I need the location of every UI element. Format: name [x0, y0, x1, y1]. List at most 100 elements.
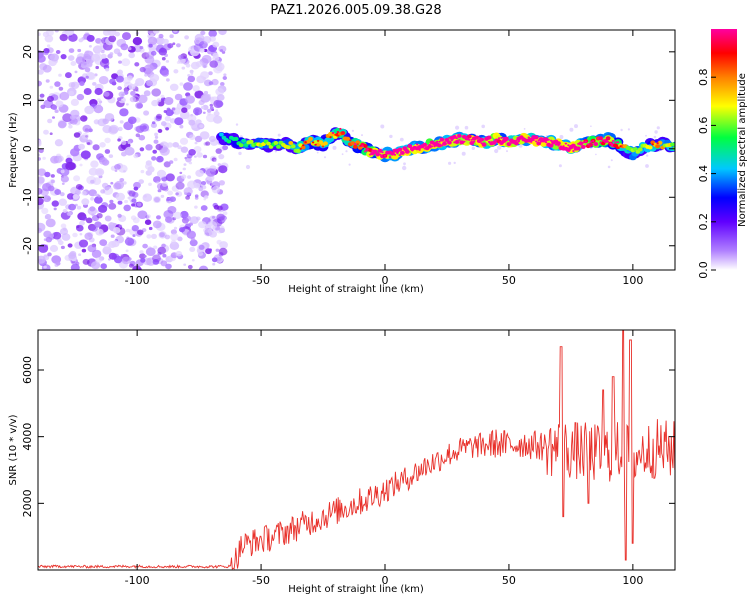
noise-blob [654, 130, 658, 134]
noise-blob [54, 81, 61, 87]
noise-blob [73, 132, 81, 138]
noise-blob [160, 194, 165, 198]
noise-blob [82, 258, 90, 265]
ridge-mark [396, 152, 399, 154]
noise-blob [176, 43, 181, 48]
ridge-mark [418, 148, 421, 151]
noise-blob [94, 196, 103, 204]
noise-blob [208, 81, 214, 86]
noise-blob [216, 94, 225, 101]
noise-blob [157, 128, 163, 133]
ridge-mark [354, 143, 357, 146]
noise-blob [208, 71, 213, 76]
noise-blob [104, 215, 112, 222]
spectrogram-y-ticks: -20 -10 0 10 20 [21, 45, 675, 255]
ridge-mark [442, 141, 447, 146]
noise-blob [194, 141, 198, 145]
noise-blob [143, 90, 151, 97]
noise-blob [83, 50, 94, 60]
noise-blob [81, 248, 87, 253]
x-tick-label: 50 [502, 574, 516, 587]
noise-blob [351, 129, 354, 132]
noise-blob [183, 215, 192, 222]
ridge-mark [388, 156, 392, 159]
y-tick-label: 10 [21, 93, 34, 107]
ridge-mark [515, 139, 518, 142]
noise-blob [92, 82, 97, 86]
noise-blob [43, 129, 49, 135]
ridge-mark [336, 131, 340, 133]
colorbar-tick-label: 0.8 [697, 68, 710, 86]
noise-blob [198, 187, 204, 192]
x-tick-label: 100 [622, 574, 643, 587]
noise-blob [59, 34, 68, 42]
ridge-mark [567, 144, 570, 147]
noise-blob [86, 34, 95, 42]
noise-blob [126, 103, 129, 106]
ridge-mark [544, 141, 548, 144]
ridge-mark [655, 144, 660, 149]
noise-blob [187, 175, 192, 179]
noise-blob [163, 110, 167, 113]
noise-blob [45, 218, 56, 228]
noise-blob [94, 52, 101, 59]
noise-blob [110, 234, 115, 238]
ridge-mark [367, 148, 373, 152]
noise-blob [115, 75, 124, 83]
noise-blob [83, 88, 92, 95]
noise-blob [161, 70, 169, 77]
noise-blob [87, 207, 98, 216]
ridge-mark [397, 147, 403, 152]
y-tick-label: 2000 [21, 489, 34, 517]
noise-blob [38, 148, 44, 154]
noise-blob [68, 203, 76, 211]
noise-blob [220, 82, 225, 86]
noise-blob [118, 60, 122, 64]
noise-blob [114, 169, 118, 172]
ridge-mark [656, 142, 659, 145]
noise-blob [402, 165, 407, 171]
noise-blob [59, 192, 65, 197]
noise-blob [134, 82, 139, 87]
noise-blob [68, 33, 78, 42]
ridge-mark [406, 148, 409, 151]
noise-blob [215, 248, 220, 252]
ridge-mark [470, 138, 473, 141]
ridge-mark [525, 139, 528, 142]
ridge-mark [311, 141, 315, 144]
noise-blob [84, 67, 91, 73]
noise-blob [148, 43, 153, 48]
ridge-mark [308, 136, 313, 141]
ridge-mark [408, 145, 411, 148]
noise-blob [205, 168, 216, 177]
snr-frame [37, 329, 676, 571]
noise-blob [196, 152, 203, 158]
ridge-mark [559, 145, 563, 148]
ridge-mark [302, 144, 305, 147]
x-tick-label: 50 [502, 274, 516, 287]
noise-blob [163, 210, 174, 219]
noise-blob [98, 157, 108, 165]
noise-blob [115, 192, 126, 201]
noise-blob [193, 107, 203, 116]
noise-blob [203, 48, 208, 53]
noise-blob [75, 184, 83, 190]
noise-blob [79, 233, 83, 236]
noise-blob [143, 254, 147, 258]
noise-blob [55, 139, 63, 146]
noise-blob [84, 105, 95, 115]
noise-blob [206, 113, 216, 123]
noise-blob [90, 160, 99, 168]
colorbar-gradient [711, 29, 737, 270]
noise-blob [117, 52, 123, 57]
noise-blob [103, 91, 110, 97]
ridge-mark [427, 144, 432, 149]
ridge-mark [439, 137, 445, 142]
noise-blob [163, 187, 169, 192]
noise-blob [95, 65, 99, 70]
noise-blob [156, 113, 163, 119]
ridge-mark [543, 137, 549, 142]
noise-blob [56, 155, 64, 162]
noise-blob [481, 124, 486, 129]
noise-blob [117, 200, 123, 205]
